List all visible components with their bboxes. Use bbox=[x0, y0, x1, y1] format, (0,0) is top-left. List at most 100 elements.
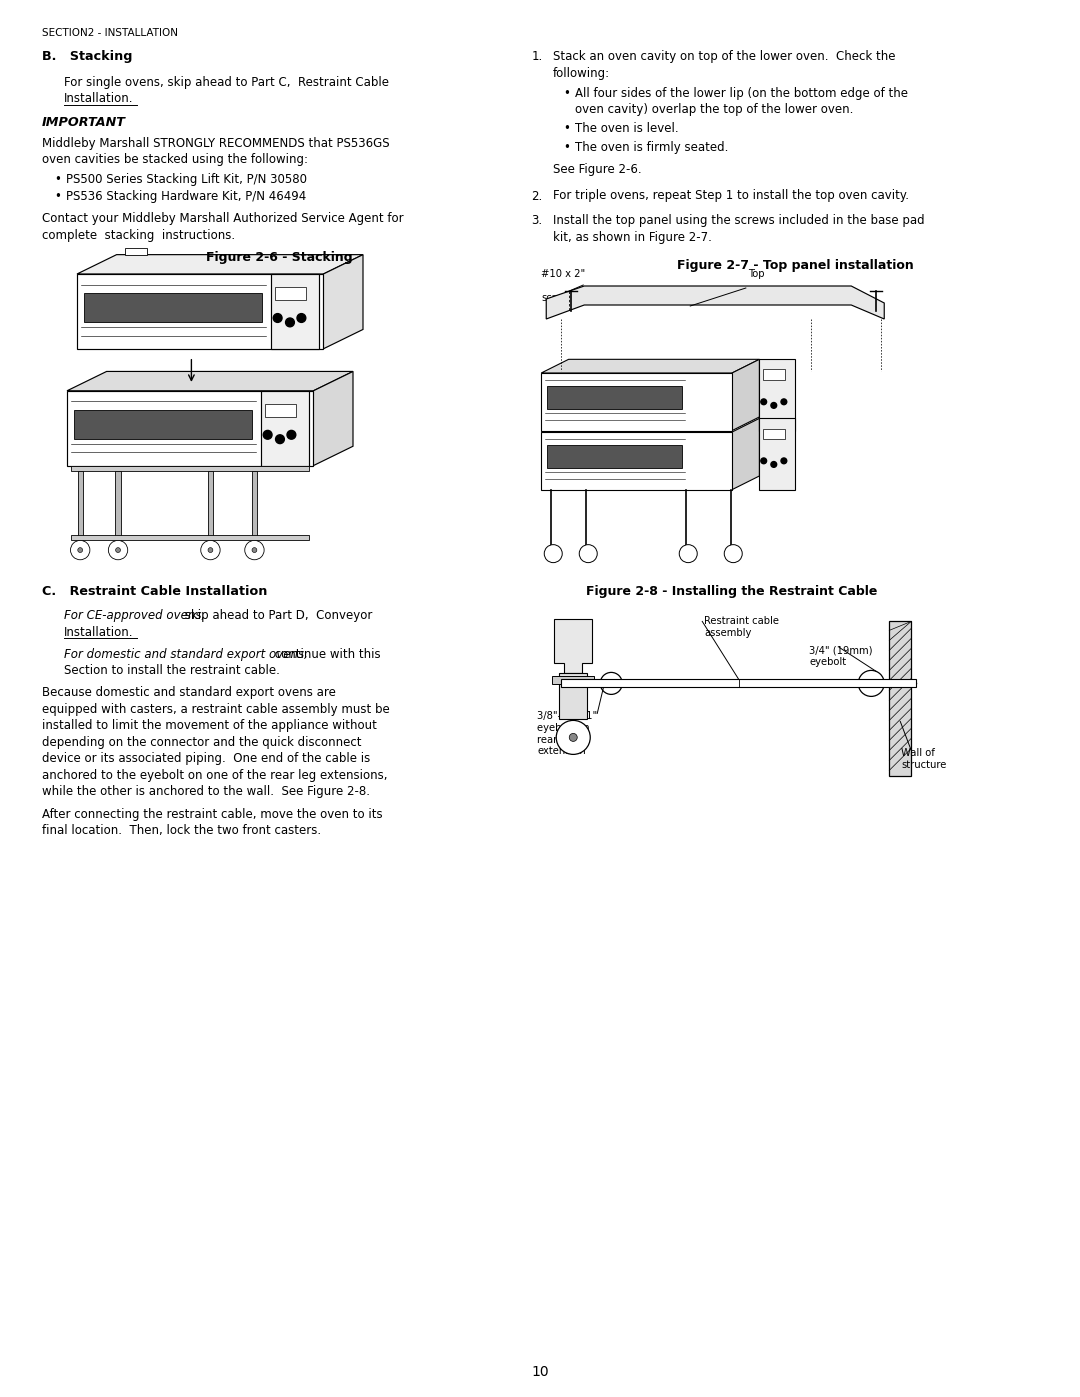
Polygon shape bbox=[71, 465, 309, 471]
Circle shape bbox=[252, 548, 257, 552]
Text: See Figure 2-6.: See Figure 2-6. bbox=[553, 163, 642, 176]
Polygon shape bbox=[559, 673, 588, 719]
Polygon shape bbox=[548, 386, 681, 409]
Circle shape bbox=[116, 548, 121, 552]
Polygon shape bbox=[78, 471, 83, 541]
Circle shape bbox=[600, 672, 622, 694]
Polygon shape bbox=[252, 471, 257, 541]
Polygon shape bbox=[732, 418, 759, 489]
Text: equipped with casters, a restraint cable assembly must be: equipped with casters, a restraint cable… bbox=[42, 703, 390, 715]
Polygon shape bbox=[313, 372, 353, 465]
Text: Contact your Middleby Marshall Authorized Service Agent for: Contact your Middleby Marshall Authorize… bbox=[42, 212, 404, 225]
Polygon shape bbox=[77, 254, 363, 274]
Text: PS536 Stacking Hardware Kit, P/N 46494: PS536 Stacking Hardware Kit, P/N 46494 bbox=[66, 190, 307, 203]
Text: Middleby Marshall STRONGLY RECOMMENDS that PS536GS: Middleby Marshall STRONGLY RECOMMENDS th… bbox=[42, 137, 390, 149]
Text: installed to limit the movement of the appliance without: installed to limit the movement of the a… bbox=[42, 719, 377, 732]
Polygon shape bbox=[759, 418, 795, 489]
Polygon shape bbox=[260, 391, 309, 465]
Circle shape bbox=[287, 430, 296, 439]
Circle shape bbox=[70, 541, 90, 560]
Text: 3/4" (19mm)
eyebolt: 3/4" (19mm) eyebolt bbox=[809, 645, 873, 666]
Text: Because domestic and standard export ovens are: Because domestic and standard export ove… bbox=[42, 686, 336, 700]
FancyBboxPatch shape bbox=[764, 369, 785, 380]
FancyBboxPatch shape bbox=[889, 622, 912, 777]
Circle shape bbox=[771, 402, 777, 408]
Polygon shape bbox=[541, 359, 759, 373]
Text: Top: Top bbox=[747, 270, 765, 279]
Circle shape bbox=[275, 434, 284, 444]
Circle shape bbox=[579, 545, 597, 563]
Text: All four sides of the lower lip (on the bottom edge of the: All four sides of the lower lip (on the … bbox=[576, 87, 908, 101]
Circle shape bbox=[679, 545, 698, 563]
Polygon shape bbox=[67, 372, 353, 391]
Polygon shape bbox=[541, 373, 732, 430]
FancyBboxPatch shape bbox=[275, 288, 306, 300]
Text: 10: 10 bbox=[531, 1365, 549, 1379]
Text: Figure 2-7 - Top panel installation: Figure 2-7 - Top panel installation bbox=[677, 258, 914, 272]
Polygon shape bbox=[732, 359, 759, 430]
Circle shape bbox=[859, 671, 885, 696]
Polygon shape bbox=[67, 391, 313, 465]
Circle shape bbox=[264, 430, 272, 439]
Text: complete  stacking  instructions.: complete stacking instructions. bbox=[42, 229, 235, 242]
FancyBboxPatch shape bbox=[552, 676, 594, 685]
Circle shape bbox=[201, 541, 220, 560]
Circle shape bbox=[245, 541, 265, 560]
Text: C.   Restraint Cable Installation: C. Restraint Cable Installation bbox=[42, 585, 268, 598]
Text: The oven is level.: The oven is level. bbox=[576, 122, 679, 136]
Text: skip ahead to Part D,  Conveyor: skip ahead to Part D, Conveyor bbox=[180, 609, 372, 623]
Polygon shape bbox=[75, 411, 252, 439]
Circle shape bbox=[78, 548, 82, 552]
Circle shape bbox=[273, 313, 282, 323]
Circle shape bbox=[108, 541, 127, 560]
Text: B.   Stacking: B. Stacking bbox=[42, 50, 133, 63]
Text: Install the top panel using the screws included in the base pad: Install the top panel using the screws i… bbox=[553, 214, 924, 226]
Polygon shape bbox=[554, 619, 592, 673]
Polygon shape bbox=[125, 247, 147, 254]
Text: kit, as shown in Figure 2-7.: kit, as shown in Figure 2-7. bbox=[553, 231, 712, 243]
Text: panel: panel bbox=[747, 293, 775, 303]
Polygon shape bbox=[546, 286, 885, 319]
Text: The oven is firmly seated.: The oven is firmly seated. bbox=[576, 141, 729, 154]
Text: For single ovens, skip ahead to Part C,  Restraint Cable: For single ovens, skip ahead to Part C, … bbox=[64, 75, 389, 89]
Text: oven cavity) overlap the top of the lower oven.: oven cavity) overlap the top of the lowe… bbox=[576, 103, 853, 116]
Text: •: • bbox=[564, 141, 570, 154]
Text: •: • bbox=[54, 190, 60, 203]
Text: following:: following: bbox=[553, 67, 610, 80]
Text: Figure 2-8 - Installing the Restraint Cable: Figure 2-8 - Installing the Restraint Ca… bbox=[585, 585, 877, 598]
Text: For domestic and standard export ovens,: For domestic and standard export ovens, bbox=[64, 648, 308, 661]
Polygon shape bbox=[323, 254, 363, 349]
Text: Installation.: Installation. bbox=[64, 92, 134, 106]
Text: final location.  Then, lock the two front casters.: final location. Then, lock the two front… bbox=[42, 824, 321, 837]
Text: 3.: 3. bbox=[531, 214, 542, 226]
Polygon shape bbox=[271, 274, 319, 349]
Text: Stack an oven cavity on top of the lower oven.  Check the: Stack an oven cavity on top of the lower… bbox=[553, 50, 895, 63]
Polygon shape bbox=[207, 471, 213, 541]
Text: while the other is anchored to the wall.  See Figure 2-8.: while the other is anchored to the wall.… bbox=[42, 785, 370, 799]
Circle shape bbox=[544, 545, 563, 563]
Text: Section to install the restraint cable.: Section to install the restraint cable. bbox=[64, 665, 280, 678]
Circle shape bbox=[781, 458, 786, 464]
Text: •: • bbox=[54, 173, 60, 187]
Circle shape bbox=[725, 545, 742, 563]
Text: 2.: 2. bbox=[531, 190, 542, 203]
Polygon shape bbox=[116, 471, 121, 541]
Circle shape bbox=[781, 400, 786, 405]
Circle shape bbox=[760, 458, 767, 464]
Text: oven cavities be stacked using the following:: oven cavities be stacked using the follo… bbox=[42, 154, 308, 166]
FancyBboxPatch shape bbox=[562, 679, 916, 687]
Text: 1.: 1. bbox=[531, 50, 542, 63]
Text: •: • bbox=[564, 122, 570, 136]
Text: Figure 2-6 - Stacking: Figure 2-6 - Stacking bbox=[206, 251, 352, 264]
Text: Installation.: Installation. bbox=[64, 626, 134, 638]
FancyBboxPatch shape bbox=[265, 404, 296, 418]
Text: anchored to the eyebolt on one of the rear leg extensions,: anchored to the eyebolt on one of the re… bbox=[42, 768, 388, 782]
Polygon shape bbox=[84, 293, 261, 323]
Polygon shape bbox=[759, 359, 795, 430]
Text: 3/8"-16 x 1"
eyebolt on
rear leg
extension: 3/8"-16 x 1" eyebolt on rear leg extensi… bbox=[537, 711, 597, 756]
Text: •: • bbox=[564, 87, 570, 101]
Text: After connecting the restraint cable, move the oven to its: After connecting the restraint cable, mo… bbox=[42, 807, 382, 821]
Polygon shape bbox=[548, 446, 681, 468]
Text: Restraint cable
assembly: Restraint cable assembly bbox=[704, 616, 780, 638]
Text: #10 x 2": #10 x 2" bbox=[541, 270, 585, 279]
